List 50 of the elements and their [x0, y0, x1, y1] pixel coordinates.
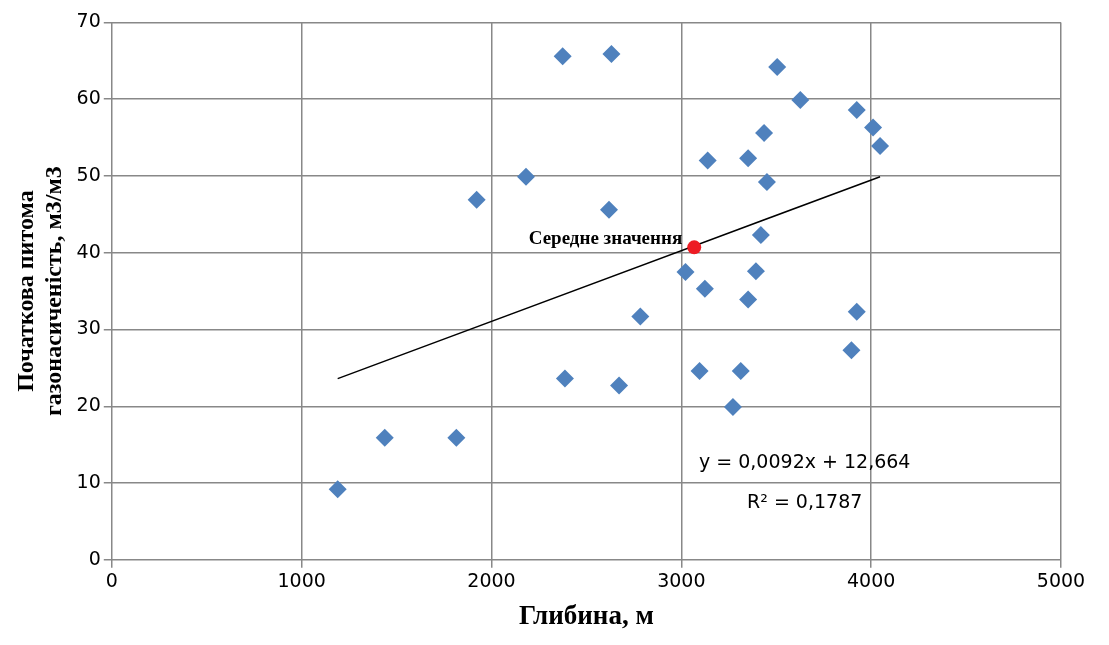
- point: [847, 100, 866, 119]
- point: [757, 173, 776, 192]
- y-tick-label: 60: [76, 86, 101, 109]
- x-tick-label: 0: [105, 569, 118, 592]
- annotation: Середне значення: [528, 227, 683, 249]
- point: [755, 123, 774, 142]
- point: [746, 262, 765, 281]
- point: [847, 302, 866, 321]
- point: [610, 376, 629, 395]
- point: [375, 428, 394, 447]
- y-tick-label: 30: [76, 316, 101, 339]
- y-tick-label: 0: [88, 546, 101, 569]
- y-tick-label: 40: [76, 239, 101, 262]
- annotation: y = 0,0092x + 12,664: [698, 450, 911, 473]
- point: [739, 149, 758, 168]
- point: [555, 369, 574, 388]
- point: [768, 57, 787, 76]
- point: [842, 341, 861, 360]
- x-tick-label: 5000: [1036, 569, 1086, 592]
- point: [871, 137, 890, 155]
- point: [723, 398, 742, 417]
- y-axis-title: Початкова питома газонасиченість, м3/м3: [11, 166, 67, 417]
- y-tick-label: 10: [76, 469, 101, 492]
- point: [467, 190, 486, 209]
- y-tick-label: 50: [76, 162, 101, 185]
- annotation: R² = 0,1787: [747, 490, 863, 513]
- point: [328, 480, 347, 499]
- point: [690, 361, 709, 380]
- y-tick-label: 70: [76, 9, 101, 32]
- point: [687, 240, 702, 255]
- point: [731, 361, 750, 380]
- x-tick-label: 1000: [277, 569, 326, 592]
- x-tick-label: 4000: [846, 569, 896, 592]
- point: [447, 428, 466, 447]
- point: [864, 118, 883, 137]
- point: [698, 151, 717, 170]
- point: [695, 279, 714, 298]
- x-axis-title: Глибина, м: [518, 599, 654, 630]
- point: [599, 200, 618, 219]
- point: [602, 44, 621, 63]
- x-tick-label: 3000: [657, 569, 706, 592]
- point: [553, 47, 572, 66]
- point: [517, 167, 536, 186]
- point: [739, 290, 758, 309]
- point: [631, 307, 650, 326]
- point: [791, 90, 810, 109]
- y-tick-label: 20: [76, 393, 101, 416]
- point: [676, 262, 695, 281]
- x-tick-label: 2000: [467, 569, 516, 592]
- point: [751, 226, 770, 245]
